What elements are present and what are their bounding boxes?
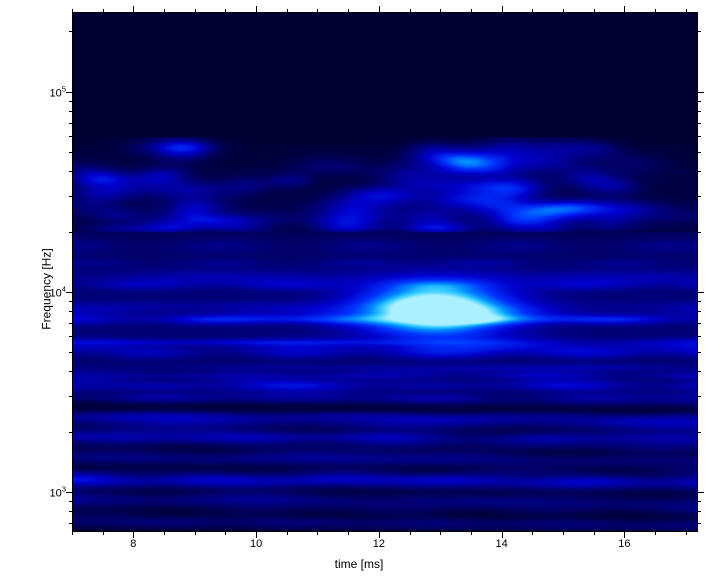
plot-area: 810121416103104105 bbox=[72, 12, 698, 532]
y-axis-label: Frequency [Hz] bbox=[40, 248, 54, 329]
y-minor-tick bbox=[69, 31, 72, 32]
x-minor-tick-top bbox=[440, 9, 441, 12]
y-minor-tick bbox=[69, 301, 72, 302]
x-minor-tick bbox=[195, 532, 196, 535]
y-minor-tick bbox=[69, 371, 72, 372]
y-minor-tick-right bbox=[698, 301, 701, 302]
x-minor-tick-top bbox=[72, 9, 73, 12]
x-major-tick-top bbox=[502, 6, 503, 12]
y-minor-tick bbox=[69, 501, 72, 502]
y-minor-tick bbox=[69, 311, 72, 312]
x-minor-tick bbox=[103, 532, 104, 535]
x-minor-tick-top bbox=[225, 9, 226, 12]
x-minor-tick bbox=[72, 532, 73, 535]
x-minor-tick bbox=[317, 532, 318, 535]
x-minor-tick-top bbox=[655, 9, 656, 12]
x-minor-tick bbox=[164, 532, 165, 535]
x-minor-tick-top bbox=[317, 9, 318, 12]
x-minor-tick bbox=[471, 532, 472, 535]
x-minor-tick-top bbox=[164, 9, 165, 12]
x-minor-tick bbox=[348, 532, 349, 535]
y-minor-tick bbox=[69, 523, 72, 524]
y-minor-tick bbox=[69, 123, 72, 124]
x-major-tick-top bbox=[624, 6, 625, 12]
y-minor-tick-right bbox=[698, 111, 701, 112]
y-tick-label: 103 bbox=[49, 485, 72, 500]
y-minor-tick-right bbox=[698, 171, 701, 172]
x-minor-tick-top bbox=[103, 9, 104, 12]
y-minor-tick-right bbox=[698, 352, 701, 353]
y-minor-tick-right bbox=[698, 101, 701, 102]
y-minor-tick-right bbox=[698, 123, 701, 124]
y-minor-tick-right bbox=[698, 323, 701, 324]
y-minor-tick-right bbox=[698, 396, 701, 397]
y-minor-tick-right bbox=[698, 232, 701, 233]
y-minor-tick-right bbox=[698, 501, 701, 502]
y-minor-tick bbox=[69, 101, 72, 102]
x-minor-tick bbox=[655, 532, 656, 535]
y-minor-tick-right bbox=[698, 31, 701, 32]
y-minor-tick-right bbox=[698, 311, 701, 312]
x-tick-label: 16 bbox=[618, 532, 630, 550]
x-minor-tick bbox=[594, 532, 595, 535]
x-tick-label: 12 bbox=[373, 532, 385, 550]
y-minor-tick bbox=[69, 336, 72, 337]
y-minor-tick bbox=[69, 352, 72, 353]
y-minor-tick bbox=[69, 136, 72, 137]
x-axis-label: time [ms] bbox=[335, 557, 384, 571]
y-minor-tick-right bbox=[698, 196, 701, 197]
chart-container: 810121416103104105 Frequency [Hz] time [… bbox=[0, 0, 718, 577]
x-minor-tick bbox=[532, 532, 533, 535]
x-minor-tick-top bbox=[287, 9, 288, 12]
x-minor-tick bbox=[686, 532, 687, 535]
x-tick-label: 10 bbox=[250, 532, 262, 550]
y-minor-tick bbox=[69, 232, 72, 233]
x-tick-label: 14 bbox=[495, 532, 507, 550]
x-minor-tick-top bbox=[532, 9, 533, 12]
y-minor-tick bbox=[69, 323, 72, 324]
x-minor-tick-top bbox=[471, 9, 472, 12]
y-minor-tick bbox=[69, 511, 72, 512]
y-minor-tick-right bbox=[698, 152, 701, 153]
x-minor-tick bbox=[563, 532, 564, 535]
y-minor-tick-right bbox=[698, 432, 701, 433]
x-minor-tick bbox=[410, 532, 411, 535]
y-minor-tick-right bbox=[698, 511, 701, 512]
x-major-tick-top bbox=[133, 6, 134, 12]
y-major-tick-right bbox=[698, 92, 704, 93]
x-minor-tick-top bbox=[348, 9, 349, 12]
y-major-tick-right bbox=[698, 492, 704, 493]
x-major-tick-top bbox=[256, 6, 257, 12]
x-minor-tick-top bbox=[195, 9, 196, 12]
y-major-tick-right bbox=[698, 292, 704, 293]
y-minor-tick bbox=[69, 171, 72, 172]
x-tick-label: 8 bbox=[130, 532, 136, 550]
y-tick-label: 105 bbox=[49, 84, 72, 99]
x-major-tick-top bbox=[379, 6, 380, 12]
x-minor-tick-top bbox=[594, 9, 595, 12]
spectrogram-heatmap bbox=[72, 12, 698, 532]
y-minor-tick-right bbox=[698, 336, 701, 337]
y-minor-tick-right bbox=[698, 136, 701, 137]
y-minor-tick-right bbox=[698, 371, 701, 372]
x-minor-tick bbox=[287, 532, 288, 535]
y-minor-tick-right bbox=[698, 523, 701, 524]
x-minor-tick bbox=[225, 532, 226, 535]
y-minor-tick bbox=[69, 396, 72, 397]
x-minor-tick-top bbox=[686, 9, 687, 12]
x-minor-tick-top bbox=[410, 9, 411, 12]
x-minor-tick bbox=[440, 532, 441, 535]
y-minor-tick bbox=[69, 432, 72, 433]
y-minor-tick bbox=[69, 111, 72, 112]
x-minor-tick-top bbox=[563, 9, 564, 12]
y-minor-tick bbox=[69, 196, 72, 197]
y-minor-tick bbox=[69, 152, 72, 153]
